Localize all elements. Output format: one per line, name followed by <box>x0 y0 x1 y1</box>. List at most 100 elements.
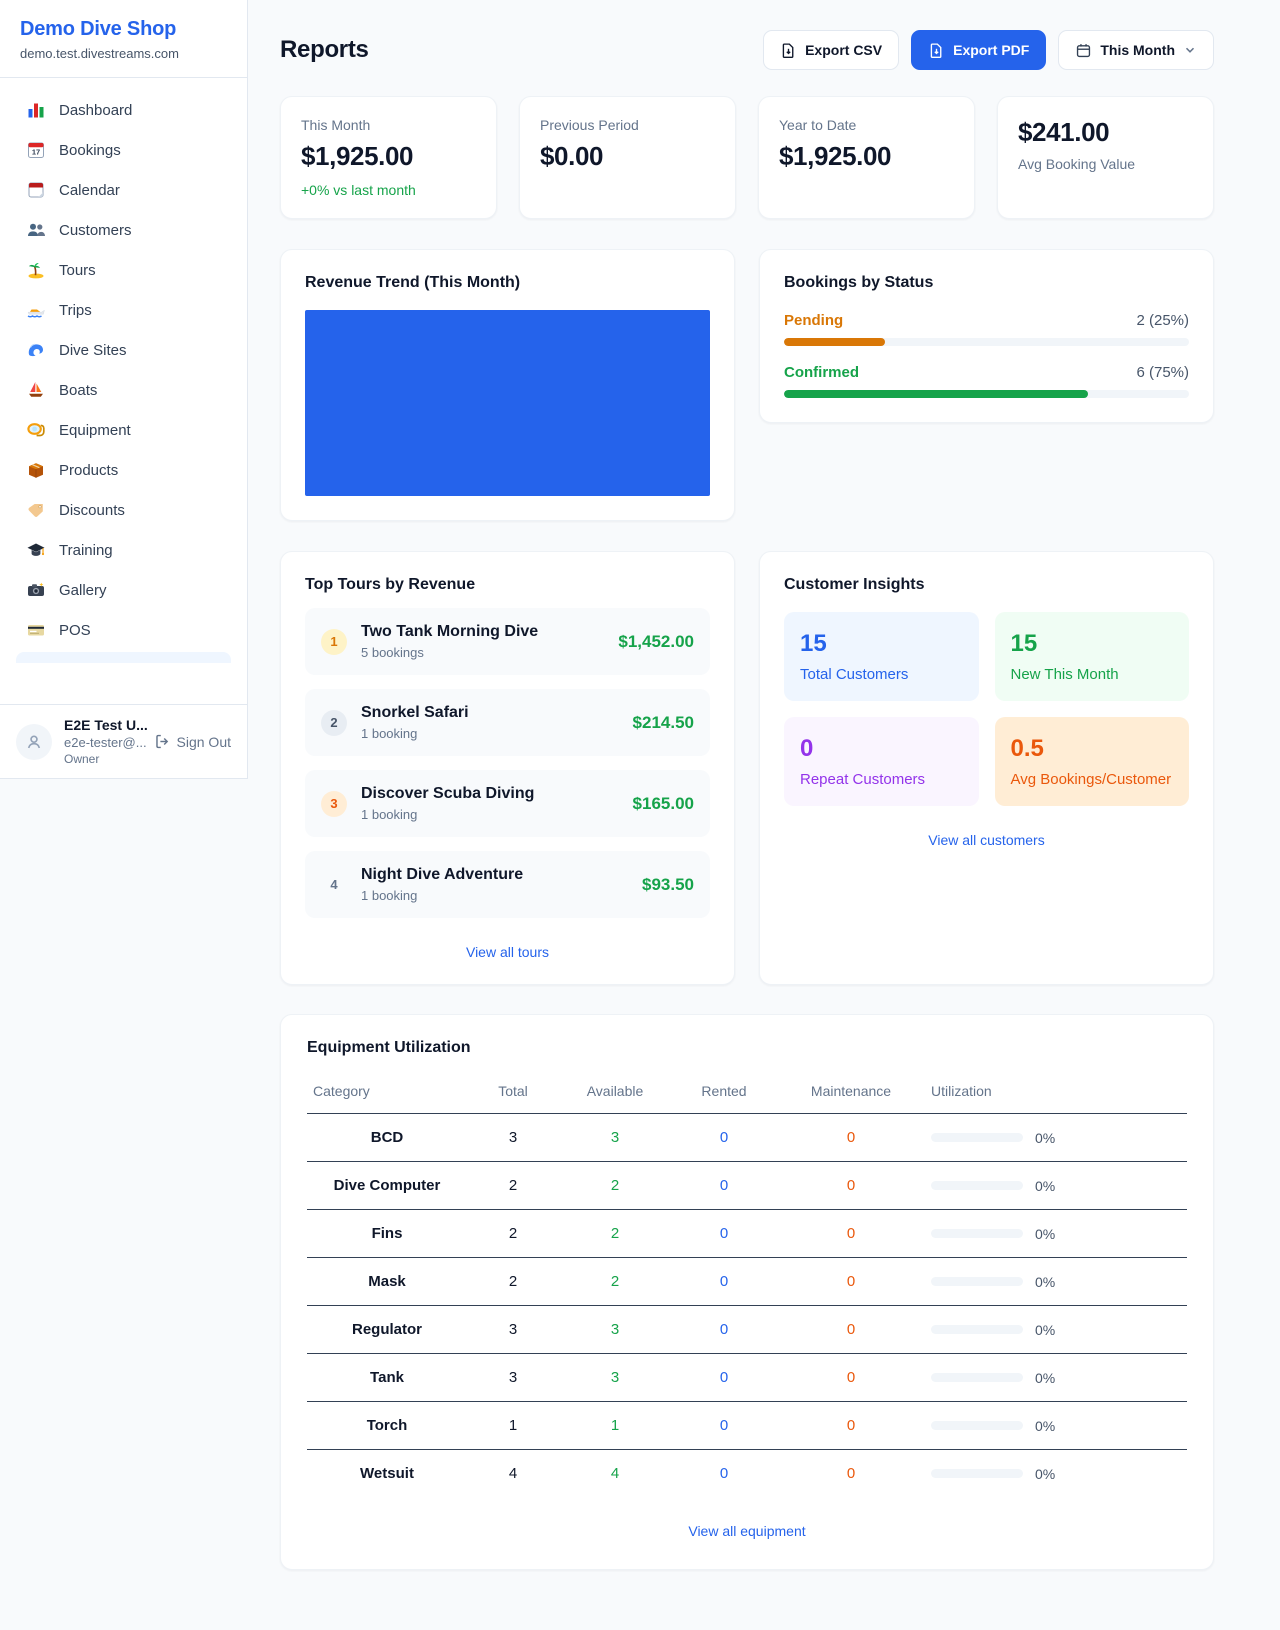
stat-value: $241.00 <box>1018 117 1110 147</box>
insight-value: 15 <box>800 630 827 657</box>
stat-value: $1,925.00 <box>779 141 892 171</box>
equip-category: Mask <box>307 1257 467 1306</box>
period-dropdown[interactable]: This Month <box>1058 30 1214 70</box>
tour-name: Two Tank Morning Dive <box>361 623 539 640</box>
rank-badge: 4 <box>330 877 338 892</box>
sidebar-item-products[interactable]: Products <box>16 450 231 490</box>
camera-icon <box>28 582 44 596</box>
user-name: E2E Test U... <box>64 717 148 733</box>
sign-out-icon <box>155 734 168 749</box>
sidebar-item-trips[interactable]: Trips <box>16 290 231 330</box>
equip-available: 1 <box>559 1401 671 1450</box>
equip-available: 3 <box>559 1305 671 1354</box>
equip-total: 3 <box>467 1353 559 1402</box>
sidebar-item-label: Training <box>59 541 113 559</box>
sidebar-item-dive-sites[interactable]: Dive Sites <box>16 330 231 370</box>
sidebar-item-label: POS <box>59 621 91 639</box>
brand: Demo Dive Shop demo.test.divestreams.com <box>0 0 247 78</box>
view-all-customers-link[interactable]: View all customers <box>928 832 1045 848</box>
col-header-total: Total <box>467 1071 559 1114</box>
sidebar-item-discounts[interactable]: Discounts <box>16 490 231 530</box>
insight-value: 15 <box>1010 630 1038 657</box>
sidebar-item-label: Boats <box>59 381 98 399</box>
stats-row: This Month $1,925.00 +0% vs last month P… <box>280 96 1214 219</box>
user-info: E2E Test U... e2e-tester@... Owner <box>64 717 148 766</box>
equip-available: 2 <box>559 1161 671 1210</box>
stat-label: Previous Period <box>540 117 639 133</box>
sidebar-item-equipment[interactable]: Equipment <box>16 410 231 450</box>
equip-maintenance: 0 <box>846 1465 856 1482</box>
wave-icon <box>28 343 43 357</box>
equip-total: 1 <box>467 1401 559 1450</box>
credit-card-icon <box>28 625 44 636</box>
sidebar-item-label: Trips <box>59 301 92 319</box>
stat-delta: +0% vs last month <box>301 182 416 198</box>
utilization-cell: 0% <box>931 1322 1181 1338</box>
insight-value: 0.5 <box>1010 735 1044 762</box>
insight-label: Repeat Customers <box>800 771 926 788</box>
status-bar-track <box>784 338 1189 346</box>
col-header-rented: Rented <box>671 1071 777 1114</box>
equip-category: Fins <box>307 1209 467 1258</box>
sidebar-item-dashboard[interactable]: Dashboard <box>16 90 231 130</box>
sidebar-item-boats[interactable]: Boats <box>16 370 231 410</box>
sign-out-button[interactable]: Sign Out <box>154 733 231 750</box>
utilization-percent: 0% <box>1035 1369 1056 1386</box>
utilization-bar <box>931 1229 1023 1238</box>
sidebar-item-tours[interactable]: Tours <box>16 250 231 290</box>
sidebar-item-pos[interactable]: POS <box>16 610 231 650</box>
equipment-utilization-title: Equipment Utilization <box>307 1039 471 1056</box>
equip-maintenance: 0 <box>777 1305 925 1354</box>
sidebar-item-training[interactable]: Training <box>16 530 231 570</box>
export-csv-button[interactable]: Export CSV <box>763 30 900 70</box>
tour-revenue: $1,452.00 <box>618 631 694 651</box>
status-bar-track <box>784 390 1189 398</box>
insight-label: New This Month <box>1010 666 1119 683</box>
status-count: 2 (25%) <box>1136 312 1189 329</box>
export-pdf-button[interactable]: Export PDF <box>911 30 1047 70</box>
palm-island-icon <box>28 262 44 279</box>
equip-category: Wetsuit <box>360 1465 414 1482</box>
sidebar-item-label: Dashboard <box>59 101 133 119</box>
stat-card-this-month: This Month $1,925.00 +0% vs last month <box>280 96 497 219</box>
sidebar-item-calendar[interactable]: Calendar <box>16 170 231 210</box>
revenue-trend-card: Revenue Trend (This Month) <box>280 249 735 521</box>
sidebar-item-customers[interactable]: Customers <box>16 210 231 250</box>
table-row: Fins 2 2 0 0 0% <box>307 1209 1187 1258</box>
sidebar-nav: Dashboard 17 Bookings Calendar Customers… <box>0 78 247 704</box>
file-download-icon <box>782 42 794 58</box>
revenue-trend-title: Revenue Trend (This Month) <box>305 274 521 291</box>
table-row: BCD 3 3 0 0 0% <box>307 1113 1187 1162</box>
tour-bookings: 1 booking <box>361 726 418 741</box>
col-header-utilization: Utilization <box>925 1071 1187 1114</box>
view-all-equipment-link[interactable]: View all equipment <box>688 1523 806 1539</box>
equip-available: 4 <box>610 1465 620 1482</box>
sidebar-item-bookings[interactable]: 17 Bookings <box>16 130 231 170</box>
tour-row: 3 Discover Scuba Diving 1 booking $165.0… <box>305 770 710 837</box>
tour-row: 2 Snorkel Safari 1 booking $214.50 <box>305 689 710 756</box>
table-row: Dive Computer 2 2 0 0 0% <box>307 1161 1187 1210</box>
col-header-maintenance: Maintenance <box>777 1071 925 1114</box>
users-icon <box>28 223 45 236</box>
utilization-cell: 0% <box>931 1274 1181 1290</box>
stat-label: This Month <box>301 117 371 133</box>
utilization-percent: 0% <box>1035 1321 1056 1338</box>
status-label: Pending <box>784 312 844 329</box>
equipment-utilization-card: Equipment Utilization Category Total Ava… <box>280 1014 1214 1570</box>
utilization-bar <box>931 1421 1023 1430</box>
equip-total: 2 <box>467 1209 559 1258</box>
equip-available: 3 <box>559 1353 671 1402</box>
equipment-table: Category Total Available Rented Maintena… <box>307 1071 1187 1497</box>
tour-bookings: 1 booking <box>361 888 418 903</box>
sidebar-item-label: Discounts <box>59 501 125 519</box>
rank-badge: 2 <box>321 709 347 736</box>
tear-calendar-icon <box>28 182 44 198</box>
view-all-tours-link[interactable]: View all tours <box>465 944 549 960</box>
sidebar-item-selected-partial[interactable] <box>16 652 231 663</box>
utilization-percent: 0% <box>1035 1273 1056 1290</box>
utilization-cell: 0% <box>931 1418 1181 1434</box>
tour-row: 4 Night Dive Adventure 1 booking $93.50 <box>305 851 710 918</box>
sidebar-item-gallery[interactable]: Gallery <box>16 570 231 610</box>
equip-rented: 0 <box>671 1209 777 1258</box>
insight-tile-total-customers: 15 Total Customers <box>784 612 979 701</box>
